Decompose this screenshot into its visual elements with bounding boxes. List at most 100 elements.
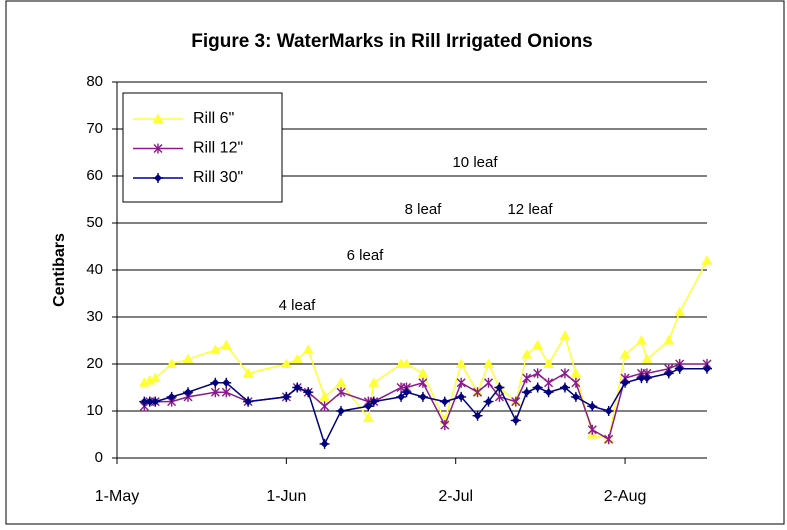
marker: [368, 377, 380, 387]
marker: [587, 401, 598, 412]
marker: [149, 372, 161, 383]
marker: [483, 358, 494, 368]
marker: [440, 420, 450, 431]
marker: [570, 367, 582, 378]
marker: [472, 410, 483, 421]
marker: [570, 391, 581, 402]
chart-title: Figure 3: WaterMarks in Rill Irrigated O…: [191, 31, 593, 52]
marker: [620, 377, 631, 388]
marker: [401, 387, 412, 398]
marker: [559, 330, 571, 340]
marker: [702, 363, 712, 374]
marker: [483, 377, 493, 388]
marker: [483, 396, 494, 407]
marker: [320, 401, 330, 412]
marker: [521, 349, 533, 359]
x-tick-label: 2-Jul: [438, 488, 473, 505]
legend-marker: [152, 113, 164, 123]
y-tick-label: 0: [95, 449, 103, 466]
marker: [210, 387, 220, 398]
marker: [396, 391, 407, 402]
marker: [543, 387, 554, 398]
marker: [674, 363, 685, 374]
y-tick-label: 30: [86, 308, 103, 325]
marker: [417, 391, 428, 402]
marker: [363, 401, 374, 412]
marker: [559, 382, 570, 393]
marker: [473, 387, 483, 398]
y-tick-label: 70: [86, 120, 103, 137]
annotation: 10 leaf: [452, 154, 498, 171]
marker: [292, 382, 303, 393]
marker: [221, 387, 231, 398]
marker: [521, 387, 532, 398]
marker: [522, 373, 532, 384]
marker: [166, 358, 177, 368]
marker: [417, 367, 429, 378]
marker: [209, 344, 221, 354]
y-tick-label: 40: [86, 261, 103, 278]
legend-marker: [153, 143, 163, 154]
marker: [291, 353, 303, 364]
marker: [532, 339, 544, 350]
marker: [220, 339, 232, 350]
marker: [455, 358, 467, 368]
marker: [619, 349, 631, 359]
annotation: 8 leaf: [405, 201, 443, 218]
marker: [532, 382, 543, 393]
marker: [456, 391, 467, 402]
marker: [319, 438, 330, 449]
marker: [533, 368, 543, 379]
marker: [701, 255, 713, 265]
y-axis-label: Centibars: [51, 233, 68, 307]
marker: [335, 377, 347, 387]
x-tick-label: 2-Aug: [604, 488, 647, 505]
marker: [280, 358, 292, 368]
marker: [335, 406, 346, 416]
marker: [511, 396, 521, 407]
legend-label: Rill 6": [193, 110, 234, 127]
x-tick-label: 1-Jun: [266, 488, 306, 505]
marker: [544, 377, 554, 388]
annotation: 6 leaf: [347, 247, 385, 264]
marker: [603, 406, 614, 416]
marker: [560, 368, 570, 379]
y-tick-label: 20: [86, 355, 103, 372]
marker: [543, 358, 554, 368]
marker: [663, 334, 675, 345]
marker: [362, 412, 374, 423]
y-tick-label: 50: [86, 214, 103, 231]
x-tick-label: 1-May: [95, 488, 139, 505]
marker: [510, 415, 521, 426]
marker: [242, 367, 254, 378]
y-tick-label: 80: [86, 73, 103, 90]
marker: [182, 353, 194, 364]
marker: [281, 391, 292, 402]
marker: [587, 424, 597, 435]
marker: [302, 344, 314, 354]
marker: [221, 377, 232, 388]
marker: [571, 377, 581, 388]
marker: [243, 396, 254, 407]
marker: [166, 391, 177, 402]
marker: [663, 368, 674, 379]
marker: [674, 306, 686, 317]
marker: [641, 353, 653, 364]
legend-box: [122, 92, 283, 203]
marker: [368, 396, 379, 407]
marker: [319, 391, 330, 401]
marker: [604, 434, 614, 445]
marker: [183, 387, 194, 398]
chart-frame: [5, 0, 785, 525]
marker: [418, 377, 428, 388]
marker: [150, 396, 161, 407]
annotation: 12 leaf: [507, 201, 553, 218]
annotation: 4 leaf: [279, 297, 317, 314]
legend-marker: [153, 173, 163, 183]
marker: [641, 373, 652, 384]
legend-label: Rill 12": [193, 140, 243, 157]
marker: [210, 377, 221, 388]
marker: [456, 377, 466, 388]
legend-label: Rill 30": [193, 169, 243, 186]
